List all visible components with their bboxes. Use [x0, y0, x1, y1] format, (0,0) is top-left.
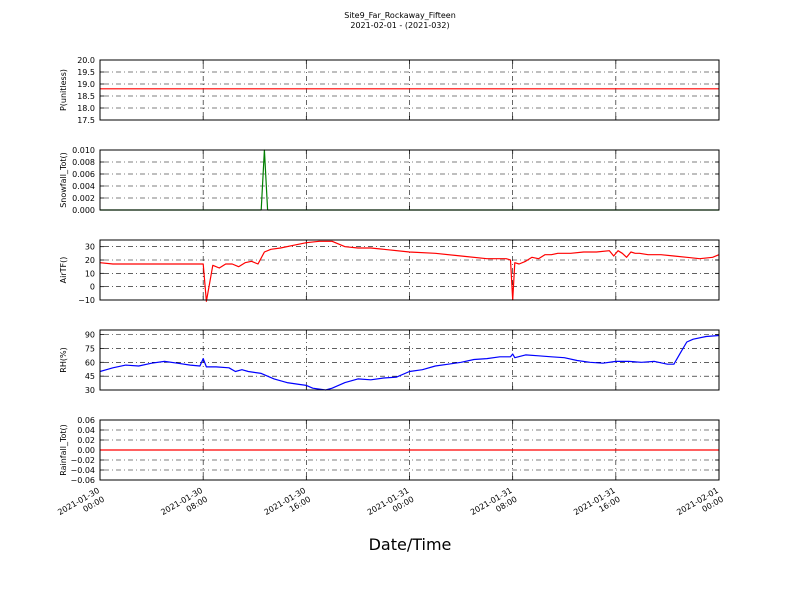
series-line-3-1: [99, 240, 720, 302]
y-tick-label: 0.006: [72, 170, 95, 179]
y-tick-label: 0.008: [72, 158, 95, 167]
y-tick-label: −0.06: [70, 476, 95, 485]
y-axis-label: P(unitless): [59, 69, 68, 111]
plot-frame: [99, 329, 720, 391]
y-tick-label: 0.06: [77, 416, 95, 425]
chart-subtitle: 2021-02-01 - (2021-032): [350, 21, 450, 30]
y-axis-label: Rainfall_Tot(): [59, 424, 68, 476]
y-tick-label: 30: [85, 386, 95, 395]
y-tick-label: 19.5: [77, 68, 95, 77]
y-tick-label: 20: [85, 256, 95, 265]
y-tick-label: 18.0: [77, 104, 95, 113]
x-tick-label: 2021-01-3116:00: [572, 486, 622, 526]
panel-1: 20.0 19.5 19.0 18.5 18.0 17.5 P(unitless): [59, 56, 720, 125]
y-axis-label: AirTF(): [59, 257, 68, 284]
y-tick-label: 0.004: [72, 182, 95, 191]
plot-frame: [99, 239, 720, 301]
y-tick-label: 0.002: [72, 194, 95, 203]
x-tick-label: 2021-01-3008:00: [159, 486, 209, 526]
y-tick-label: 0.000: [72, 206, 95, 215]
x-tick-label: 2021-01-3000:00: [56, 486, 106, 526]
y-tick-label: 10: [85, 269, 95, 278]
y-tick-label: −10: [78, 296, 95, 305]
panel-5: 0.060.040.020.00−0.02−0.04−0.06Rainfall_…: [59, 416, 720, 485]
x-tick-label: 2021-01-3108:00: [469, 486, 519, 526]
y-tick-label: 20.0: [77, 56, 95, 65]
x-tick-label: 2021-02-0100:00: [675, 486, 725, 526]
y-tick-label: 0.00: [77, 446, 95, 455]
x-tick-label: 2021-01-3016:00: [263, 486, 313, 526]
y-tick-label: 0.04: [77, 426, 95, 435]
y-tick-label: 0.02: [77, 436, 95, 445]
y-tick-label: 90: [85, 331, 95, 340]
panel-3: 30 20 10 0 −10 AirTF(): [59, 239, 720, 305]
plot-frame: [99, 419, 720, 481]
series-line-4-1: [99, 334, 720, 391]
y-tick-label: 0: [90, 283, 95, 292]
y-tick-label: 45: [85, 372, 95, 381]
y-axis-label: RH(%): [59, 347, 68, 372]
x-tick-label: 2021-01-3100:00: [366, 486, 416, 526]
y-tick-label: 75: [85, 344, 95, 353]
y-axis-label: Snowfall_Tot(): [59, 152, 68, 208]
y-tick-label: −0.02: [70, 456, 95, 465]
y-tick-label: 60: [85, 358, 95, 367]
plot-frame: [99, 59, 720, 121]
plot-frame: [99, 149, 720, 211]
panel-2: 0.010 0.008 0.006 0.004 0.002 0.000 Snowfall_T…: [59, 146, 720, 215]
y-tick-label: −0.04: [70, 466, 95, 475]
y-tick-label: 18.5: [77, 92, 95, 101]
y-tick-label: 30: [85, 243, 95, 252]
y-tick-label: 0.010: [72, 146, 95, 155]
y-tick-label: 17.5: [77, 116, 95, 125]
y-tick-label: 19.0: [77, 80, 95, 89]
panel-4: 90 75 60 45 30 RH(%): [59, 329, 720, 395]
chart-title: Site9_Far_Rockaway_Fifteen: [344, 11, 456, 20]
x-axis-label: Date/Time: [369, 535, 452, 554]
